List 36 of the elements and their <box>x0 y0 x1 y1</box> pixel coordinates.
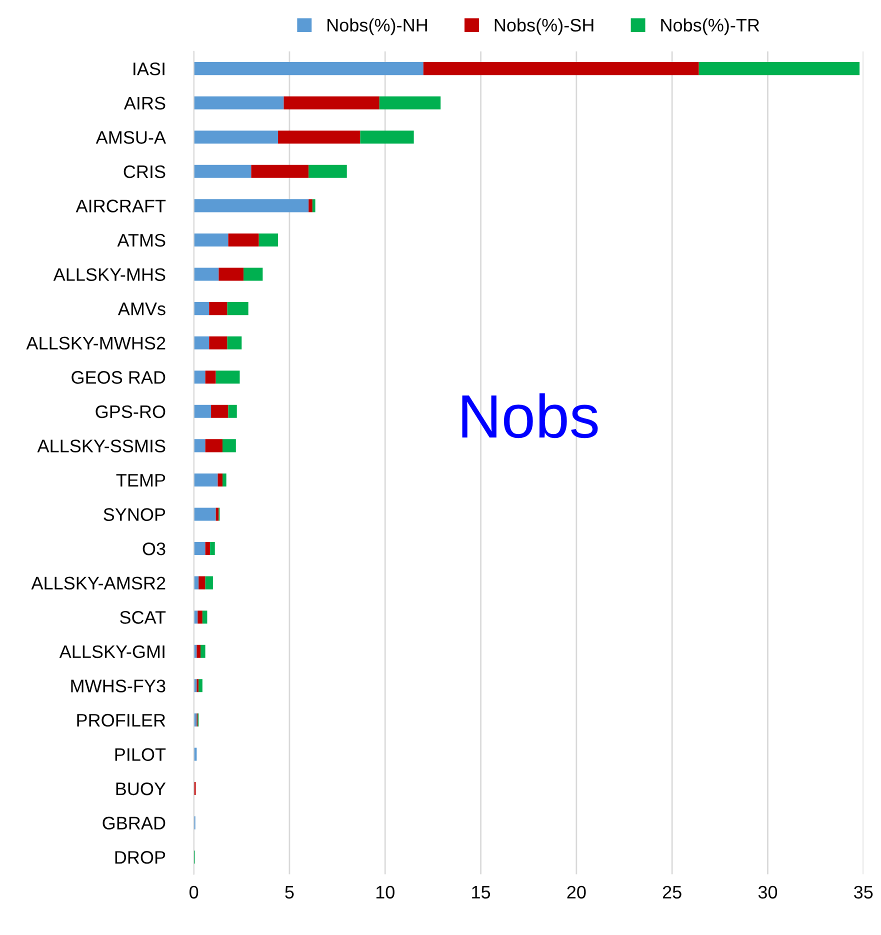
x-tick-label: 35 <box>854 886 873 899</box>
y-tick-label: IASI <box>134 62 164 76</box>
y-tick-label: GEOS RAD <box>72 371 166 384</box>
y-tick-label: ALLSKY-MHS <box>53 268 166 281</box>
y-tick-label: ALLSKY-AMSR2 <box>31 576 166 590</box>
legend-label: Nobs(%)-NH <box>328 18 427 36</box>
y-tick-label: GBRAD <box>102 816 166 830</box>
y-tick-label: ALLSKY-GMI <box>59 645 164 658</box>
y-tick-label: ALLSKY-SSMIS <box>37 440 166 452</box>
y-tick-label: SCAT <box>120 611 166 624</box>
x-tick-label: 5 <box>285 886 294 899</box>
y-tick-label: AIRCRAFT <box>76 200 166 212</box>
legend-label: Nobs(%)-SH <box>494 18 594 36</box>
y-tick-label: ATMS <box>117 234 166 247</box>
x-tick-label: 25 <box>662 886 682 899</box>
y-tick-label: PILOT <box>115 748 166 761</box>
y-tick-label: TEMP <box>116 474 166 487</box>
x-tick-label: 20 <box>567 886 586 899</box>
y-tick-label: PROFILER <box>77 714 166 727</box>
y-tick-label: AMVs <box>118 302 166 316</box>
x-tick-label: 0 <box>190 886 198 899</box>
y-tick-label: CRIS <box>124 165 166 178</box>
y-tick-label: GPS-RO <box>96 405 166 418</box>
y-tick-label: ALLSKY-MWHS2 <box>26 336 166 350</box>
y-tick-label: BUOY <box>116 782 166 796</box>
x-tick-label: 30 <box>758 886 778 899</box>
annotation: Nobs <box>462 393 598 438</box>
legend-label: Nobs(%)-TR <box>661 18 760 36</box>
x-tick-label: 10 <box>376 886 394 899</box>
y-tick-label: O3 <box>142 542 166 556</box>
x-tick-label: 15 <box>472 886 490 899</box>
y-tick-label: AMSU-A <box>96 131 166 144</box>
y-tick-label: DROP <box>115 851 166 864</box>
y-tick-label: MWHS-FY3 <box>71 680 166 692</box>
y-tick-label: AIRS <box>124 96 166 110</box>
y-tick-label: SYNOP <box>104 508 166 521</box>
